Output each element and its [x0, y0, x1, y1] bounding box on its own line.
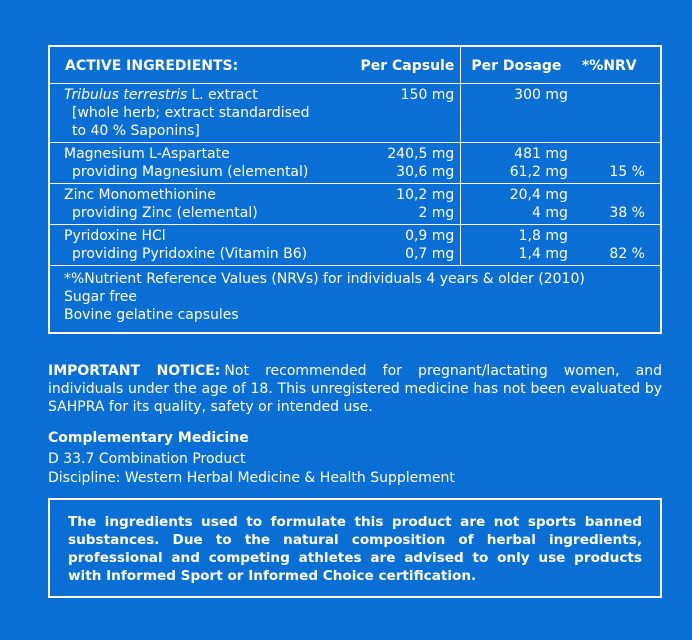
notes-cell: *%Nutrient Reference Values (NRVs) for i…: [49, 265, 661, 333]
capsule-value: 30,6 mg: [396, 164, 455, 180]
classification-line: Discipline: Western Herbal Medicine & He…: [48, 470, 455, 486]
name-line: to 40 % Saponins]: [72, 123, 200, 139]
dosage-value: 300 mg: [514, 87, 568, 103]
header-cell: *%NRV: [581, 58, 637, 74]
classification: Complementary Medicine D 33.7 Combinatio…: [48, 429, 662, 488]
dosage-value: 20,4 mg: [509, 187, 568, 203]
per-dosage: 481 mg 61,2 mg: [460, 142, 572, 184]
header-cell: ACTIVE INGREDIENTS:: [65, 58, 239, 74]
dosage-value: 481 mg: [514, 146, 568, 162]
nrv-value: 38 %: [609, 205, 645, 221]
per-capsule: 10,2 mg 2 mg: [350, 183, 462, 225]
ingredient-row: Tribulus terrestris L. extract [whole herb…: [49, 83, 661, 143]
header-cell: Per Dosage: [471, 58, 562, 74]
ingredient-row: Pyridoxine HCl providing Pyridoxine (Vita…: [49, 224, 661, 266]
name-line: Pyridoxine HCl: [64, 228, 166, 244]
per-capsule: 240,5 mg 30,6 mg: [350, 142, 462, 184]
table-body: Tribulus terrestris L. extract [whole herb…: [49, 83, 661, 333]
capsule-value: 150 mg: [400, 87, 455, 103]
spacer: [587, 186, 645, 204]
nrv-value: 82 %: [609, 246, 645, 262]
ingredient-name: Magnesium L-Aspartate providing Magnesium…: [49, 142, 350, 184]
per-capsule: 150 mg: [350, 83, 462, 143]
per-capsule: 0,9 mg 0,7 mg: [350, 224, 462, 266]
capsule-value: 0,9 mg: [405, 228, 455, 244]
notice-text: Not recommended for pregnant/lactating w…: [48, 363, 662, 415]
classification-line: D 33.7 Combination Product: [48, 451, 246, 467]
nrv: 38 %: [571, 183, 661, 225]
note-line: *%Nutrient Reference Values (NRVs) for i…: [64, 271, 585, 287]
per-dosage: 20,4 mg 4 mg: [460, 183, 572, 225]
name-line: providing Zinc (elemental): [72, 205, 258, 221]
dosage-value: 61,2 mg: [509, 164, 568, 180]
capsule-value: 10,2 mg: [396, 187, 455, 203]
name-line: Tribulus terrestris L. extract: [64, 87, 258, 103]
capsule-value: 2 mg: [418, 205, 455, 221]
important-notice: IMPORTANT NOTICE: Not recommended for pre…: [48, 362, 662, 416]
per-dosage: 1,8 mg 1,4 mg: [460, 224, 572, 266]
spacer: [587, 145, 645, 163]
sport-notice: The ingredients used to formulate this p…: [48, 498, 662, 598]
header-row: ACTIVE INGREDIENTS: Per Capsule Per Dosa…: [49, 46, 661, 84]
notes-row: *%Nutrient Reference Values (NRVs) for i…: [49, 265, 661, 333]
note-line: Sugar free: [64, 289, 138, 305]
ingredient-name: Tribulus terrestris L. extract [whole herb…: [49, 83, 350, 143]
capsule-value: 240,5 mg: [387, 146, 455, 162]
classification-title: Complementary Medicine: [48, 430, 249, 446]
per-dosage: 300 mg: [460, 83, 572, 143]
ingredient-row: Magnesium L-Aspartate providing Magnesium…: [49, 142, 661, 184]
dosage-value: 4 mg: [531, 205, 568, 221]
ingredient-name: Pyridoxine HCl providing Pyridoxine (Vita…: [49, 224, 350, 266]
name-line: [whole herb; extract standardised: [72, 105, 310, 121]
name-italic: Tribulus terrestris: [64, 87, 188, 103]
header-cell: Per Capsule: [350, 46, 462, 84]
capsule-value: 0,7 mg: [405, 246, 455, 262]
nrv: 82 %: [571, 224, 661, 266]
name-line: Magnesium L-Aspartate: [64, 146, 230, 162]
nrv: 15 %: [571, 142, 661, 184]
dosage-value: 1,8 mg: [518, 228, 568, 244]
name-line: Zinc Monomethionine: [64, 187, 216, 203]
spacer: [587, 227, 645, 245]
nrv-value: 15 %: [609, 164, 645, 180]
name-line: providing Magnesium (elemental): [72, 164, 309, 180]
note-line: Bovine gelatine capsules: [64, 307, 239, 323]
name-line: providing Pyridoxine (Vitamin B6): [72, 246, 308, 262]
notice-label: IMPORTANT NOTICE:: [48, 363, 221, 379]
ingredients-table: ACTIVE INGREDIENTS: Per Capsule Per Dosa…: [48, 45, 662, 334]
nrv: [571, 83, 661, 143]
ingredient-name: Zinc Monomethionine providing Zinc (eleme…: [49, 183, 350, 225]
dosage-value: 1,4 mg: [518, 246, 568, 262]
ingredient-row: Zinc Monomethionine providing Zinc (eleme…: [49, 183, 661, 225]
